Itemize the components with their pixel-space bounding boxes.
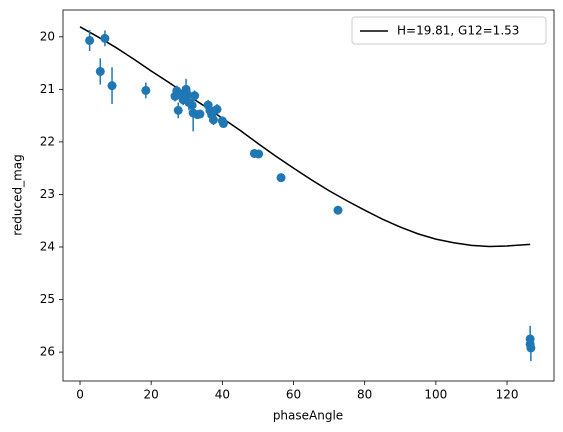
y-tick-label: 26 bbox=[40, 345, 55, 359]
data-point bbox=[173, 105, 183, 115]
y-tick-label: 20 bbox=[40, 29, 55, 43]
data-point bbox=[182, 90, 192, 100]
data-point bbox=[95, 66, 105, 76]
x-tick-label: 60 bbox=[286, 388, 301, 402]
x-tick-label: 100 bbox=[424, 388, 447, 402]
data-point bbox=[100, 33, 110, 43]
data-point bbox=[254, 149, 264, 159]
legend-box bbox=[351, 16, 547, 45]
x-tick-label: 40 bbox=[215, 388, 230, 402]
x-axis-label: phaseAngle bbox=[273, 409, 343, 423]
y-tick-label: 22 bbox=[40, 134, 55, 148]
y-tick-label: 23 bbox=[40, 187, 55, 201]
x-tick-label: 120 bbox=[496, 388, 519, 402]
data-point bbox=[218, 119, 228, 129]
data-point bbox=[333, 205, 343, 215]
data-point bbox=[141, 85, 151, 95]
data-point bbox=[212, 104, 222, 114]
y-axis-label: reduced_mag bbox=[11, 154, 25, 236]
legend-label: H=19.81, G12=1.53 bbox=[397, 24, 519, 38]
data-point bbox=[190, 91, 200, 101]
data-point bbox=[107, 81, 117, 91]
y-tick-label: 21 bbox=[40, 82, 55, 96]
y-tick-label: 25 bbox=[40, 292, 55, 306]
axes-frame bbox=[62, 9, 555, 382]
model-curve bbox=[79, 26, 531, 248]
data-point bbox=[85, 35, 95, 45]
data-point bbox=[525, 339, 535, 349]
x-tick-label: 0 bbox=[76, 388, 84, 402]
y-tick-label: 24 bbox=[40, 239, 55, 253]
x-tick-label: 80 bbox=[357, 388, 372, 402]
data-point bbox=[195, 109, 205, 119]
data-point bbox=[208, 115, 218, 125]
x-tick-label: 20 bbox=[144, 388, 159, 402]
data-point bbox=[276, 173, 286, 183]
data-point bbox=[187, 100, 197, 110]
